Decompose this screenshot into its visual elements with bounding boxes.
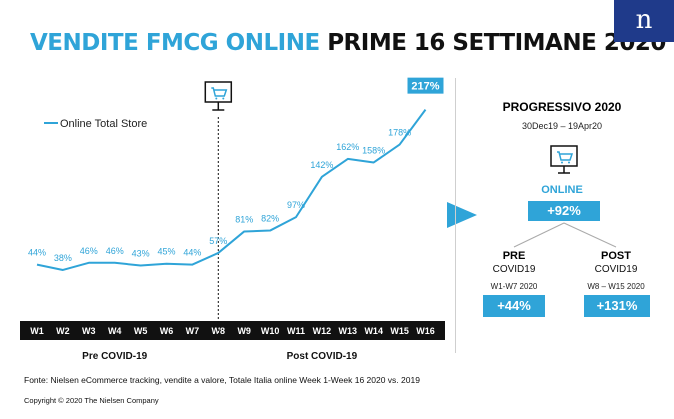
data-label: 217% [411,81,439,93]
pre-range: W1-W7 2020 [490,282,538,291]
x-tick-label: W2 [56,326,70,336]
x-tick-label: W14 [364,326,383,336]
x-tick-label: W11 [287,326,305,336]
data-label: 45% [157,247,175,257]
x-tick-label: W1 [30,326,44,336]
data-label: 43% [132,248,150,258]
copyright: Copyright © 2020 The Nielsen Company [24,396,159,405]
online-value-box: +92% [528,201,600,221]
data-label: 46% [106,246,124,256]
shopping-cart-monitor-icon [550,145,578,174]
period-label-pre: Pre COVID-19 [82,351,147,362]
x-tick-label: W13 [339,326,358,336]
x-tick-label: W15 [390,326,409,336]
shopping-cart-monitor-icon [204,81,233,111]
data-label: 162% [336,142,359,152]
x-tick-label: W9 [237,326,251,336]
highlight-label-box [407,77,444,94]
data-label: 158% [362,145,385,155]
post-label: POST [601,250,631,262]
title-highlight: VENDITE FMCG ONLINE [30,30,320,56]
x-tick-label: W3 [82,326,96,336]
legend-label: Online Total Store [60,118,147,130]
data-label: 38% [54,253,72,263]
summary-dates: 30Dec19 – 19Apr20 [521,121,603,131]
summary-panel: PROGRESSIVO 2020 30Dec19 – 19Apr20 ONLIN… [455,78,668,353]
post-sub: COVID19 [594,264,638,275]
post-range: W8 – W15 2020 [587,282,645,291]
summary-title: PROGRESSIVO 2020 [502,100,622,114]
x-tick-label: W16 [416,326,435,336]
data-label: 57% [209,236,227,246]
data-label: 46% [80,246,98,256]
pre-value-box: +44% [483,295,545,317]
pre-label: PRE [502,250,526,262]
page-title: VENDITE FMCG ONLINE PRIME 16 SETTIMANE 2… [30,30,666,56]
x-axis-bar [20,321,445,340]
series-line-online [36,109,427,271]
x-tick-label: W4 [108,326,122,336]
data-label: 81% [235,214,253,224]
data-label: 44% [183,248,201,258]
right-arrow-icon [447,202,477,228]
online-label: ONLINE [541,184,583,196]
data-label: 44% [28,248,46,258]
x-tick-label: W12 [313,326,332,336]
source-note: Fonte: Nielsen eCommerce tracking, vendi… [24,375,420,385]
data-label: 178% [388,128,411,138]
x-tick-label: W10 [261,326,280,336]
pre-sub: COVID19 [492,264,536,275]
title-rest: PRIME 16 SETTIMANE 2020 [327,30,666,56]
data-label: 97% [287,200,305,210]
nielsen-logo: n [614,0,674,42]
post-value-box: +131% [584,295,650,317]
data-label: 82% [261,214,279,224]
data-label: 142% [310,160,333,170]
period-label-post: Post COVID-19 [287,351,358,362]
x-tick-label: W5 [134,326,148,336]
x-tick-label: W7 [186,326,200,336]
branch-lines [513,222,617,248]
x-tick-label: W6 [160,326,174,336]
